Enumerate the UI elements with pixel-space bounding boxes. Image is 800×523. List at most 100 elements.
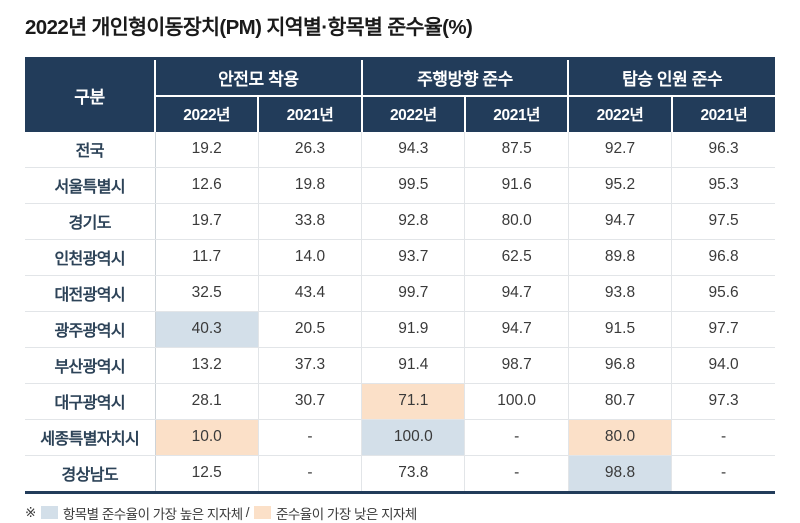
data-cell: 26.3 [258,131,363,168]
row-label: 경상남도 [25,455,156,493]
data-cell-highlight-low: 71.1 [361,383,466,420]
data-cell: 19.2 [155,131,259,168]
data-cell: - [671,455,775,493]
reference-mark-icon: ※ [25,504,36,520]
row-label: 서울특별시 [25,167,156,204]
table-header: 구분 안전모 착용 주행방향 준수 탑승 인원 준수 2022년 2021년 2… [25,58,775,132]
header-year-occupancy-2021: 2021년 [671,95,775,132]
table-row: 광주광역시 40.3 20.5 91.9 94.7 91.5 97.7 [25,311,775,348]
legend-low-label: 준수율이 가장 낮은 지자체 [275,506,417,522]
header-year-occupancy-2022: 2022년 [568,95,673,132]
data-cell: 37.3 [258,347,363,384]
data-cell: 94.7 [464,311,569,348]
table-row: 서울특별시 12.6 19.8 99.5 91.6 95.2 95.3 [25,167,775,204]
data-cell: 96.3 [671,131,775,168]
data-cell: 28.1 [155,383,259,420]
data-cell: 97.3 [671,383,775,420]
data-cell: 99.5 [361,167,466,204]
data-cell: 92.8 [361,203,466,240]
data-cell: 30.7 [258,383,363,420]
row-label: 대전광역시 [25,275,156,312]
data-cell: 94.3 [361,131,466,168]
data-cell: 100.0 [464,383,569,420]
data-cell: 91.5 [568,311,673,348]
data-cell: 89.8 [568,239,673,276]
row-label: 광주광역시 [25,311,156,348]
data-cell: 91.9 [361,311,466,348]
data-cell: 97.5 [671,203,775,240]
data-cell: 87.5 [464,131,569,168]
row-label: 대구광역시 [25,383,156,420]
header-year-helmet-2021: 2021년 [258,95,363,132]
data-cell: - [464,419,569,456]
header-group-direction: 주행방향 준수 [361,58,570,97]
data-cell: 96.8 [568,347,673,384]
data-cell: - [258,419,363,456]
data-cell: 12.5 [155,455,259,493]
data-cell: 99.7 [361,275,466,312]
page-title: 2022년 개인형이동장치(PM) 지역별·항목별 준수율(%) [25,16,473,39]
data-cell: 94.7 [464,275,569,312]
data-cell: 92.7 [568,131,673,168]
data-cell: 91.4 [361,347,466,384]
data-cell: 95.3 [671,167,775,204]
data-cell: 73.8 [361,455,466,493]
data-cell: 94.7 [568,203,673,240]
data-cell: 11.7 [155,239,259,276]
data-cell: 91.6 [464,167,569,204]
data-cell: 98.7 [464,347,569,384]
data-cell: 43.4 [258,275,363,312]
data-cell: 14.0 [258,239,363,276]
header-group-helmet: 안전모 착용 [155,58,363,97]
data-cell-highlight-high: 40.3 [155,311,259,348]
data-cell: 12.6 [155,167,259,204]
compliance-rate-table: 구분 안전모 착용 주행방향 준수 탑승 인원 준수 2022년 2021년 2… [25,56,775,494]
table-row: 인천광역시 11.7 14.0 93.7 62.5 89.8 96.8 [25,239,775,276]
data-cell: 97.7 [671,311,775,348]
data-cell: - [258,455,363,493]
data-cell: - [671,419,775,456]
data-cell: 93.7 [361,239,466,276]
data-cell: 95.2 [568,167,673,204]
row-label: 전국 [25,131,156,168]
data-cell: 93.8 [568,275,673,312]
table-row: 부산광역시 13.2 37.3 91.4 98.7 96.8 94.0 [25,347,775,384]
legend-high-label: 항목별 준수율이 가장 높은 지자체 [62,506,243,522]
row-label: 부산광역시 [25,347,156,384]
header-year-direction-2022: 2022년 [361,95,466,132]
legend-swatch-low-icon [253,506,271,520]
data-cell: 95.6 [671,275,775,312]
table-row: 경상남도 12.5 - 73.8 - 98.8 - [25,455,775,493]
row-label: 경기도 [25,203,156,240]
legend-footnote: ※ 항목별 준수율이 가장 높은 지자체 / 준수율이 가장 낮은 지자체 [25,503,775,523]
data-cell-highlight-low: 80.0 [568,419,673,456]
data-cell: 62.5 [464,239,569,276]
data-cell: 13.2 [155,347,259,384]
data-cell: 32.5 [155,275,259,312]
row-label: 세종특별자치시 [25,419,156,456]
header-label-cell: 구분 [25,58,156,132]
data-cell-highlight-low: 10.0 [155,419,259,456]
header-year-row: 2022년 2021년 2022년 2021년 2022년 2021년 [25,95,775,132]
data-cell: 19.7 [155,203,259,240]
table-row: 대전광역시 32.5 43.4 99.7 94.7 93.8 95.6 [25,275,775,312]
data-cell: 19.8 [258,167,363,204]
legend-swatch-high-icon [40,506,58,520]
header-year-direction-2021: 2021년 [464,95,570,132]
legend-separator: / [245,505,250,521]
header-year-helmet-2022: 2022년 [155,95,260,132]
data-cell: - [464,455,569,493]
header-group-row: 구분 안전모 착용 주행방향 준수 탑승 인원 준수 [25,58,775,132]
table-row: 대구광역시 28.1 30.7 71.1 100.0 80.7 97.3 [25,383,775,420]
data-cell: 80.0 [464,203,569,240]
table-row: 세종특별자치시 10.0 - 100.0 - 80.0 - [25,419,775,456]
data-cell: 94.0 [671,347,775,384]
data-cell: 33.8 [258,203,363,240]
data-cell-highlight-high: 100.0 [361,419,466,456]
data-cell: 20.5 [258,311,363,348]
data-cell-highlight-high: 98.8 [568,455,673,493]
table-row: 경기도 19.7 33.8 92.8 80.0 94.7 97.5 [25,203,775,240]
data-cell: 96.8 [671,239,775,276]
table-body: 전국 19.2 26.3 94.3 87.5 92.7 96.3 서울특별시 1… [25,131,775,493]
